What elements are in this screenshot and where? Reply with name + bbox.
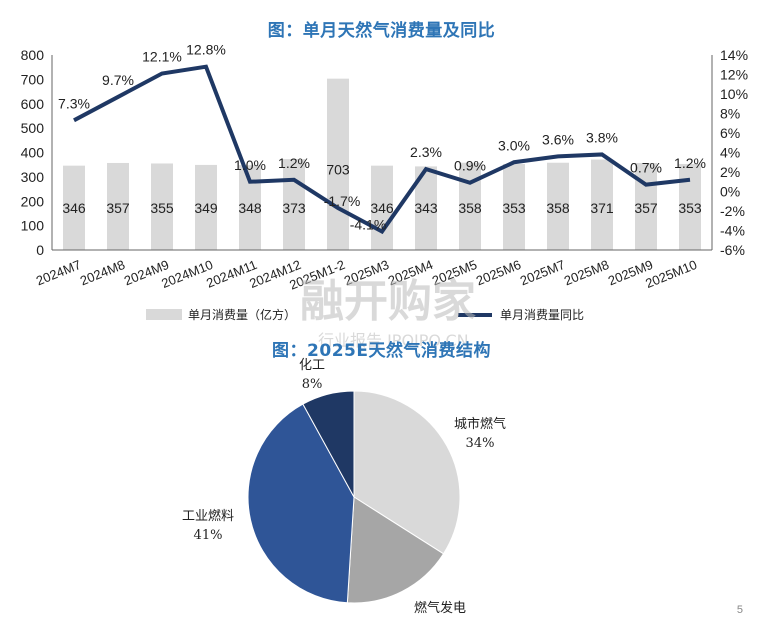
bar-value-label: 346 bbox=[370, 200, 394, 216]
line-layer bbox=[73, 64, 691, 235]
bar-2025M6 bbox=[503, 163, 525, 250]
yoy-value-label: 0.7% bbox=[630, 160, 662, 176]
yoy-value-label: -4.1% bbox=[350, 216, 387, 232]
legend-layer: 单月消费量（亿方） 单月消费量同比 bbox=[146, 307, 584, 322]
bar-value-label: 343 bbox=[414, 200, 438, 216]
legend-bar-swatch bbox=[146, 309, 182, 320]
bar-value-label: 703 bbox=[326, 162, 350, 178]
left-tick-label: 600 bbox=[21, 96, 45, 112]
bar-2025M4 bbox=[415, 166, 437, 250]
yoy-value-label: -1.7% bbox=[324, 193, 361, 209]
pie-slice-城市燃气 bbox=[353, 390, 461, 555]
bar-value-label: 348 bbox=[238, 200, 262, 216]
yoy-value-label: 12.1% bbox=[142, 49, 182, 65]
yoy-value-label: 2.3% bbox=[410, 144, 442, 160]
page-corner-mark: 5 bbox=[736, 604, 743, 616]
left-tick-label: 700 bbox=[21, 71, 45, 87]
bar-value-label: 358 bbox=[458, 200, 482, 216]
bar-value-label: 353 bbox=[502, 200, 526, 216]
yoy-value-label: 7.3% bbox=[58, 95, 90, 111]
pie-slice-percent: 41% bbox=[194, 528, 223, 543]
yoy-value-label: 3.6% bbox=[542, 131, 574, 147]
pie-chart: 城市燃气 34% 燃气发电 工业燃料 41% 化工 8% bbox=[182, 358, 506, 616]
bar-value-label: 349 bbox=[194, 200, 218, 216]
bar-2025M7 bbox=[547, 162, 569, 250]
yoy-value-label: 3.0% bbox=[498, 137, 530, 153]
bar-2024M9 bbox=[151, 163, 173, 250]
left-tick-label: 100 bbox=[21, 218, 45, 234]
x-tick-label: 2025M7 bbox=[518, 257, 567, 289]
bar-value-label: 357 bbox=[634, 200, 658, 216]
yoy-value-label: 12.8% bbox=[186, 42, 226, 58]
bar-2025M10 bbox=[679, 163, 701, 250]
chart1-title: 图：单月天然气消费量及同比 bbox=[267, 21, 496, 41]
right-tick-label: -4% bbox=[720, 223, 745, 239]
left-tick-label: 500 bbox=[21, 120, 45, 136]
watermark-sub: 行业报告 IPOIPO.CN bbox=[318, 331, 469, 350]
yoy-value-label: 1.2% bbox=[674, 155, 706, 171]
legend-bar-label: 单月消费量（亿方） bbox=[188, 307, 296, 322]
pie-slice-percent: 8% bbox=[302, 377, 323, 392]
x-tick-label: 2024M8 bbox=[78, 257, 127, 289]
right-tick-label: 6% bbox=[720, 125, 740, 141]
chart2-title: 图：2025E天然气消费结构 bbox=[272, 341, 491, 361]
bar-2025M1-2 bbox=[327, 78, 349, 250]
bar-value-label: 357 bbox=[106, 200, 130, 216]
pie-slice-label: 燃气发电 bbox=[414, 600, 466, 616]
right-tick-label: -6% bbox=[720, 242, 745, 258]
pie-slice-label: 城市燃气 bbox=[454, 416, 506, 432]
yoy-value-label: 0.9% bbox=[454, 158, 486, 174]
bar-value-label: 371 bbox=[590, 200, 614, 216]
right-tick-label: 12% bbox=[720, 67, 748, 83]
right-tick-label: 2% bbox=[720, 164, 740, 180]
bar-value-label: 353 bbox=[678, 200, 702, 216]
left-tick-label: 200 bbox=[21, 193, 45, 209]
pie-slice-工业燃料 bbox=[247, 403, 355, 604]
left-tick-label: 300 bbox=[21, 169, 45, 185]
x-tick-label: 2025M8 bbox=[562, 257, 611, 289]
bar-value-label: 346 bbox=[62, 200, 86, 216]
bar-2025M5 bbox=[459, 162, 481, 250]
watermark-main: 融开购家 bbox=[300, 276, 476, 327]
right-tick-label: 10% bbox=[720, 86, 748, 102]
pie-slice-percent: 34% bbox=[466, 436, 495, 451]
yoy-value-label: 1.2% bbox=[278, 155, 310, 171]
pie-slice-label: 工业燃料 bbox=[182, 508, 234, 524]
yoy-value-label: 9.7% bbox=[102, 72, 134, 88]
bar-2024M10 bbox=[195, 164, 217, 250]
yoy-value-label: 3.8% bbox=[586, 129, 618, 145]
left-tick-label: 800 bbox=[21, 47, 45, 63]
right-tick-label: 14% bbox=[720, 47, 748, 63]
bar-2024M8 bbox=[107, 162, 129, 250]
right-tick-label: 4% bbox=[720, 145, 740, 161]
legend-line-label: 单月消费量同比 bbox=[500, 308, 584, 322]
x-tick-label: 2024M7 bbox=[34, 257, 83, 289]
pie-slice-label: 化工 bbox=[299, 358, 325, 373]
bar-value-label: 358 bbox=[546, 200, 570, 216]
left-tick-label: 400 bbox=[21, 145, 45, 161]
yoy-value-label: 1.0% bbox=[234, 157, 266, 173]
pie-slice-化工 bbox=[302, 390, 355, 498]
x-tick-label: 2025M10 bbox=[643, 257, 699, 291]
bar-2025M8 bbox=[591, 159, 613, 250]
right-tick-label: 0% bbox=[720, 184, 740, 200]
left-tick-label: 0 bbox=[36, 242, 44, 258]
labels-layer: 346 357 355 349 348 373 703 346 343 358 353 358 371 3… bbox=[58, 42, 706, 233]
bars-layer bbox=[63, 78, 701, 250]
right-tick-label: -2% bbox=[720, 203, 745, 219]
x-tick-label: 2025M6 bbox=[474, 257, 523, 289]
bar-2024M11 bbox=[239, 165, 261, 250]
bar-2024M7 bbox=[63, 165, 85, 250]
pie-slice-燃气发电 bbox=[346, 496, 445, 604]
bar-value-label: 355 bbox=[150, 200, 174, 216]
right-tick-label: 8% bbox=[720, 106, 740, 122]
bar-value-label: 373 bbox=[282, 200, 306, 216]
x-tick-label: 2024M10 bbox=[159, 257, 215, 291]
